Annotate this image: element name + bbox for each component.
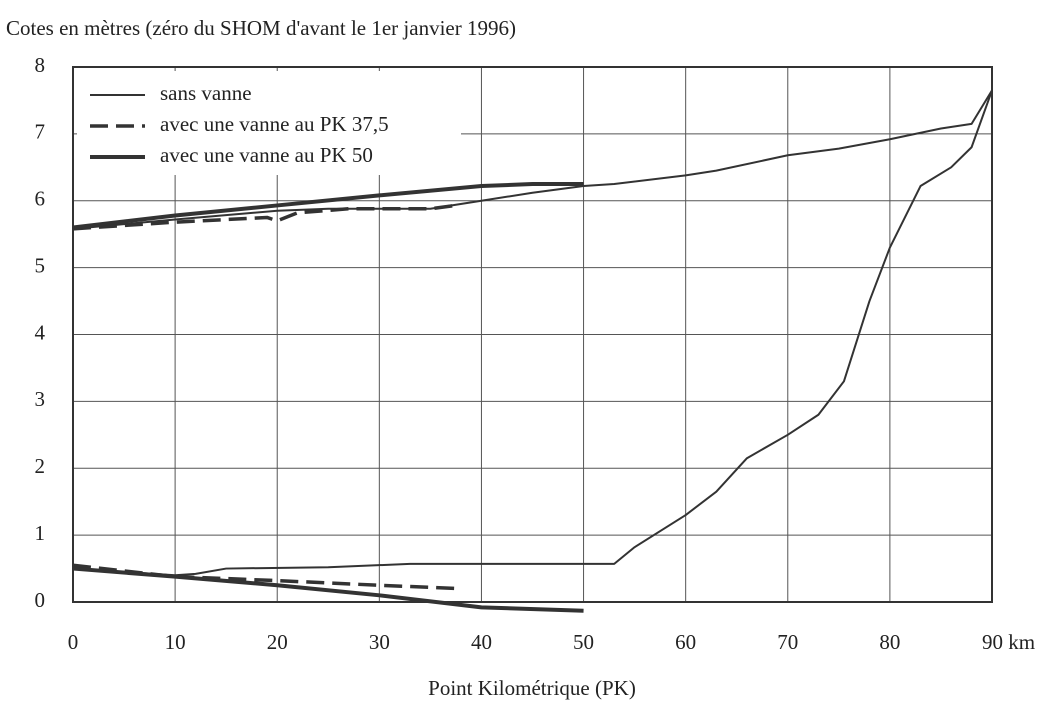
y-tick-label: 4 (35, 320, 46, 344)
x-tick-label: 10 (165, 630, 186, 654)
plot-frame (72, 66, 993, 603)
x-tick-label: 90 km (982, 630, 1035, 654)
series-line (72, 89, 993, 230)
legend-label: avec une vanne au PK 37,5 (160, 112, 389, 136)
y-tick-label: 8 (35, 53, 46, 77)
x-tick-label: 0 (68, 630, 79, 654)
series-line (72, 203, 457, 231)
y-tick-label: 1 (35, 521, 46, 545)
legend-label: sans vanne (160, 81, 252, 105)
y-tick-label: 7 (35, 120, 46, 144)
y-tick-label: 0 (35, 588, 46, 612)
x-tick-label: 30 (369, 630, 390, 654)
series-line (72, 566, 584, 613)
x-tick-label: 80 (879, 630, 900, 654)
x-tick-label: 20 (267, 630, 288, 654)
x-tick-label: 60 (675, 630, 696, 654)
x-tick-label: 50 (573, 630, 594, 654)
series-line (72, 90, 993, 577)
x-tick-label: 40 (471, 630, 492, 654)
chart-title: Cotes en mètres (zéro du SHOM d'avant le… (6, 16, 516, 40)
x-tick-label: 70 (777, 630, 798, 654)
y-tick-label: 2 (35, 454, 46, 478)
legend-label: avec une vanne au PK 50 (160, 143, 373, 167)
x-axis-label: Point Kilométrique (PK) (428, 676, 636, 700)
y-tick-label: 3 (35, 387, 46, 411)
y-tick-label: 6 (35, 187, 46, 211)
series-line (72, 182, 584, 230)
y-tick-label: 5 (35, 253, 46, 277)
